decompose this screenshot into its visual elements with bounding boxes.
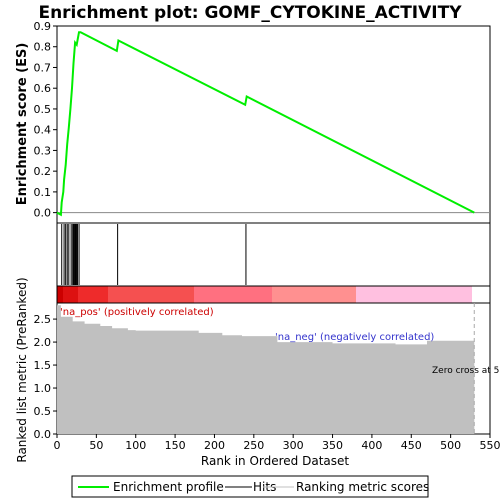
negative-label: 'na_neg' (negatively correlated) [275,332,434,343]
es-y-tick-label: 0.5 [34,103,52,116]
x-tick-label: 50 [89,439,103,452]
chart-title: Enrichment plot: GOMF_CYTOKINE_ACTIVITY [38,3,462,23]
color-band-5 [194,286,272,303]
x-tick-label: 300 [283,439,304,452]
x-tick-label: 150 [165,439,186,452]
x-tick-label: 0 [54,439,61,452]
es-y-tick-label: 0.4 [34,124,52,137]
zero-cross-label: Zero cross at 530 [432,366,500,376]
es-panel: 0.0 0.1 0.2 0.3 0.4 0.5 0.6 0.7 0.8 0.9 Enrichmen… [15,20,491,224]
color-band-8 [472,286,490,303]
es-y-tick-label: 0.7 [34,61,52,74]
positive-label: 'na_pos' (positively correlated) [60,307,214,318]
metric-x-axis: 0 50 100 150 200 250 300 350 400 450 500 550 [54,434,500,452]
es-y-tick-label: 0.2 [34,165,52,178]
x-axis-label: Rank in Ordered Dataset [201,454,349,468]
es-y-label: Enrichment score (ES) [15,43,30,206]
hits-panel [56,222,491,304]
es-y-tick-label: 0.6 [34,82,52,95]
x-tick-label: 400 [361,439,382,452]
x-tick-label: 350 [322,439,343,452]
color-band-1 [57,286,63,303]
metric-y-tick-label: 0.0 [34,428,52,441]
x-tick-label: 100 [125,439,146,452]
metric-y-tick-label: 2.0 [34,336,52,349]
es-y-tick-label: 0.9 [34,20,52,33]
metric-y-tick-label: 1.0 [34,382,52,395]
color-band-6 [272,286,356,303]
metric-y-label: Ranked list metric (PreRanked) [15,277,29,462]
x-tick-label: 200 [204,439,225,452]
x-tick-label: 550 [480,439,500,452]
es-y-tick-label: 0.0 [34,207,52,220]
x-tick-label: 450 [401,439,422,452]
x-tick-label: 250 [243,439,264,452]
metric-y-tick-label: 0.5 [34,405,52,418]
es-y-axis: 0.0 0.1 0.2 0.3 0.4 0.5 0.6 0.7 0.8 0.9 [34,20,57,220]
color-band-2 [63,286,78,303]
es-y-tick-label: 0.8 [34,41,52,54]
color-band-3 [78,286,108,303]
metric-y-tick-label: 2.5 [34,313,52,326]
legend-label-enrichment: Enrichment profile [113,480,224,494]
metric-panel: 0.0 0.5 1.0 1.5 2.0 2.5 0 50 100 150 200 250 300 350… [15,277,500,468]
hits-panel-frame [56,222,491,287]
es-panel-frame [56,25,491,224]
rank-color-bar [56,285,491,304]
legend: Enrichment profile Hits Ranking metric s… [71,475,429,498]
color-band-7 [356,286,472,303]
color-band-4 [108,286,194,303]
legend-label-metric: Ranking metric scores [296,480,429,494]
es-y-tick-label: 0.1 [34,186,52,199]
ranking-metric-area [57,305,475,434]
enrichment-profile-line [56,31,475,217]
x-tick-label: 500 [440,439,461,452]
metric-y-tick-label: 1.5 [34,359,52,372]
es-y-tick-label: 0.3 [34,144,52,157]
metric-y-axis: 0.0 0.5 1.0 1.5 2.0 2.5 [34,313,57,441]
hit-markers [61,224,247,285]
